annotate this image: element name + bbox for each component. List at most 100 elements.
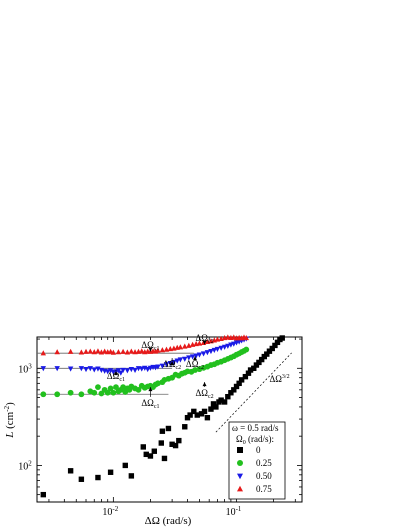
data-point: [159, 347, 166, 353]
data-point: [228, 342, 234, 348]
data-point: [54, 349, 60, 355]
data-point: [91, 389, 98, 396]
data-point: [144, 366, 151, 373]
data-point: [192, 367, 198, 373]
legend-title: ω = 0.5 rad/s: [232, 423, 279, 433]
data-point: [67, 389, 74, 396]
data-point: [78, 366, 85, 372]
data-point: [221, 399, 228, 405]
data-point: [225, 343, 231, 349]
data-point: [194, 412, 200, 418]
data-point: [139, 366, 145, 372]
data-point: [176, 437, 182, 444]
data-point: [221, 344, 228, 350]
legend-subtitle-sub: 0: [243, 440, 246, 446]
legend-items: 0 0.25 0.50 0.75: [237, 445, 272, 494]
annotation-label: ΔΩc2: [195, 333, 213, 345]
data-point: [177, 357, 184, 363]
data-point: [165, 425, 172, 432]
data-point: [187, 412, 193, 418]
data-point: [54, 391, 61, 398]
data-point: [91, 349, 97, 355]
annotation-label-sub: c1: [154, 404, 160, 410]
data-point: [155, 380, 161, 387]
data-point: [204, 414, 211, 421]
data-point: [132, 367, 138, 373]
annotation-label-sub: c1: [154, 346, 160, 352]
data-point: [124, 368, 131, 374]
data-point: [264, 351, 270, 357]
x-axis-label: ΔΩ (rad/s): [145, 515, 192, 527]
data-point: [124, 349, 131, 355]
data-point: [245, 370, 252, 376]
legend-label: 0: [256, 445, 261, 455]
legend-marker: [237, 473, 243, 480]
data-point: [191, 408, 197, 415]
data-point: [67, 366, 74, 372]
data-point: [182, 343, 188, 349]
data-point: [40, 366, 47, 372]
data-point: [213, 404, 219, 410]
data-point: [177, 344, 184, 350]
annotation-label: ΔΩc1: [141, 398, 159, 410]
y-tick-label-base: 10: [18, 461, 28, 472]
data-point: [231, 387, 237, 393]
data-point: [67, 468, 74, 474]
annotation-arrowhead: [170, 360, 175, 365]
y-axis-label-unit: (cm: [4, 411, 16, 431]
data-point: [238, 377, 245, 383]
y-axis-label-close: ): [4, 402, 16, 406]
annotation-label-main: ΔΩ: [195, 333, 208, 343]
data-point: [122, 462, 128, 469]
annotation-label-sub: c2: [198, 365, 204, 371]
y-tick-label-exp: 2: [28, 459, 32, 467]
series-triangle-down: [40, 336, 249, 376]
data-point: [243, 335, 249, 341]
data-point: [214, 346, 221, 352]
data-point: [107, 469, 114, 475]
data-point: [161, 455, 168, 462]
data-point: [155, 347, 161, 353]
annotation-arrowhead: [148, 387, 153, 392]
data-point: [225, 393, 231, 400]
legend-subtitle-rest: (rad/s):: [246, 434, 274, 444]
annotation-label-sub: c2: [208, 339, 214, 345]
data-point: [78, 349, 85, 355]
data-point: [233, 383, 240, 390]
data-point: [200, 351, 207, 357]
data-point: [120, 348, 126, 354]
annotation-label-sub: c1: [119, 377, 125, 383]
data-point: [104, 389, 111, 396]
data-point: [196, 352, 203, 358]
plot-frame: [36, 336, 303, 503]
legend-label: 0.25: [256, 458, 272, 468]
annotation-label: ΔΩc2: [163, 359, 181, 371]
data-point: [158, 440, 164, 446]
annotation-label-sub: c2: [208, 394, 214, 400]
data-point: [242, 373, 249, 380]
data-point: [115, 349, 122, 355]
legend-marker: [237, 447, 243, 453]
data-point: [107, 385, 114, 392]
data-point: [40, 491, 47, 498]
series-circle: [40, 346, 250, 398]
data-point: [218, 345, 224, 351]
data-point: [139, 348, 145, 354]
annotation-arrowhead: [148, 347, 153, 352]
data-point: [40, 391, 47, 398]
annotation-label: ΔΩc2: [186, 359, 204, 371]
data-point: [247, 367, 254, 373]
y-tick-label: 102: [18, 459, 32, 472]
annotation-arrowhead: [192, 356, 197, 361]
data-point: [78, 476, 85, 482]
data-point: [95, 384, 101, 391]
data-point: [208, 349, 214, 355]
data-point: [67, 348, 74, 354]
data-point: [258, 356, 265, 363]
data-point: [269, 345, 275, 352]
x-tick-label-exp: -1: [236, 505, 242, 513]
data-point: [54, 366, 60, 372]
x-tick-label-base: 10: [102, 507, 112, 518]
data-point: [78, 391, 85, 398]
